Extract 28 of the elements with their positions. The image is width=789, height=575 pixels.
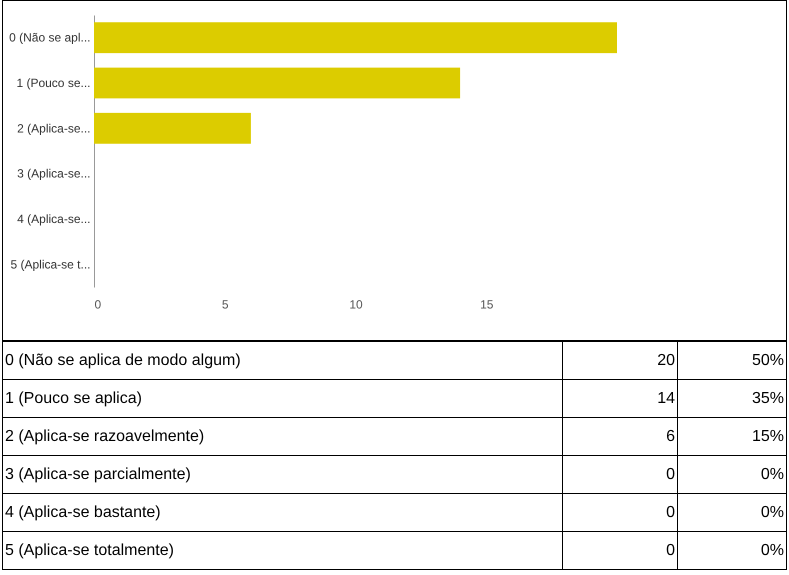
x-tick-label: 0 <box>94 298 102 312</box>
y-tick-label: 3 (Aplica-se... <box>17 166 90 181</box>
text: 0 <box>562 494 678 532</box>
x-tick-label: 10 <box>349 298 363 312</box>
text: 5 (Aplica-se totalmente) <box>3 532 562 569</box>
text: 35% <box>678 380 786 418</box>
text: 6 <box>562 418 678 456</box>
text: 0 <box>562 456 678 494</box>
y-tick-label: 5 (Aplica-se t... <box>10 257 90 272</box>
text: 20 <box>562 342 678 380</box>
y-tick-label: 1 (Pouco se... <box>16 76 90 90</box>
y-tick-label: 4 (Aplica-se... <box>17 212 90 226</box>
text: 14 <box>562 380 678 418</box>
y-tick-label: 2 (Aplica-se... <box>17 121 90 136</box>
text: 50% <box>678 342 786 380</box>
text: 0% <box>678 494 786 532</box>
text: 4 (Aplica-se bastante) <box>3 494 562 532</box>
text: 15% <box>678 418 786 456</box>
text: 0% <box>678 456 786 494</box>
text: 0% <box>678 532 786 569</box>
text: 2 (Aplica-se razoavelmente) <box>3 418 562 456</box>
text: 0 (Não se aplica de modo algum) <box>3 342 562 380</box>
y-tick-label: 0 (Não se apl... <box>9 30 90 45</box>
text: 3 (Aplica-se parcialmente) <box>3 456 562 494</box>
text: 1 (Pouco se aplica) <box>3 380 562 418</box>
text: 0 <box>562 532 678 569</box>
x-tick-label: 15 <box>480 298 494 312</box>
x-tick-label: 5 <box>222 298 229 312</box>
